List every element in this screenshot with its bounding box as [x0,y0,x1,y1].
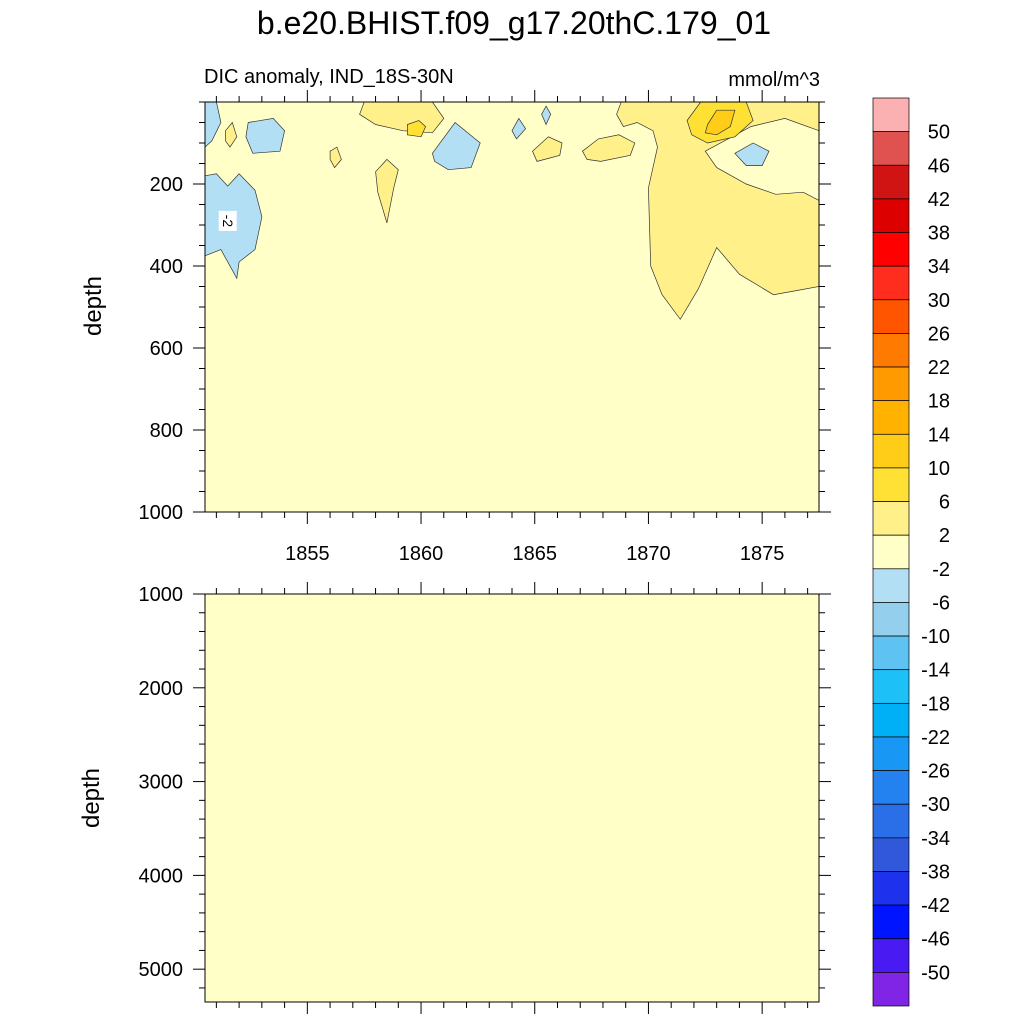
top-contour-region [582,134,636,162]
top-panel-x-axis: 1855 1860 1865 1870 1875 [215,90,809,565]
top-contour-region [375,158,399,223]
y-tick-label: 1000 [139,502,184,524]
colorbar-swatch [872,568,910,603]
colorbar-label: -18 [921,693,950,715]
colorbar-label: 26 [928,323,950,345]
y-tick-label: 4000 [139,865,184,887]
y-tick-label: 2000 [139,678,184,700]
colorbar-swatch [872,366,910,402]
colorbar-label: -26 [921,761,950,783]
y-tick-label: 200 [150,174,183,196]
colorbar-swatch [872,904,910,940]
colorbar-label: -6 [932,592,950,614]
colorbar-label: 22 [928,357,950,379]
bottom-panel: 1000 2000 3000 4000 5000 depth [78,582,831,1014]
colorbar-swatch [872,198,910,233]
colorbar-swatch [872,232,910,267]
top-panel-subtitle-right: mmol/m^3 [728,69,820,91]
colorbar-swatch [872,736,910,771]
colorbar-swatch [872,467,910,502]
colorbar-swatch [872,972,910,1007]
colorbar-label: -42 [921,895,950,917]
bottom-panel-background [205,594,819,1002]
contour-label: -2 [220,215,236,228]
contour-label-box [218,210,237,231]
top-contour-region [734,142,770,166]
bottom-panel-y-axis-label: depth [78,768,105,828]
colorbar-swatch [872,433,910,469]
top-panel-plot: -2 [204,101,820,513]
top-contour-region [541,105,552,126]
y-tick-label: 800 [150,420,183,442]
top-panel-subtitle-left: DIC anomaly, IND_18S-30N [204,66,454,88]
colorbar-label: -30 [921,794,950,816]
colorbar-swatch [872,299,910,334]
colorbar-label: -50 [921,962,950,984]
colorbar-swatch [872,669,910,704]
colorbar-swatch [872,938,910,973]
colorbar-label: 2 [939,525,950,547]
colorbar-swatch [872,333,910,368]
colorbar-swatch [872,400,910,435]
colorbar: 50 46 42 38 34 30 26 22 18 14 10 6 2 -2 -6 -10 -14 -18 -22… [872,97,950,1007]
colorbar-label: 30 [928,290,950,312]
top-panel-y-axis-label: depth [80,276,107,336]
x-tick-label: 1860 [399,543,444,565]
top-contour-region [532,136,563,162]
top-contour-region [704,109,736,136]
x-tick-label: 1855 [285,543,330,565]
y-tick-label: 400 [150,256,183,278]
y-tick-label: 600 [150,338,183,360]
colorbar-label: 42 [928,189,950,211]
top-panel: DIC anomaly, IND_18S-30N mmol/m^3 -2 200… [80,66,831,565]
y-tick-label: 3000 [139,772,184,794]
y-tick-label: 1000 [139,584,184,606]
top-contour-region [407,120,427,138]
colorbar-label: 38 [928,223,950,245]
colorbar-swatch [872,164,910,200]
colorbar-label: -22 [921,727,950,749]
colorbar-swatch [872,131,910,166]
colorbar-swatch [872,837,910,872]
top-contour-region [245,118,285,154]
bottom-panel-plot [204,593,820,1003]
x-tick-label: 1870 [626,543,671,565]
colorbar-label: -14 [921,660,950,682]
top-contour-region [329,146,342,169]
colorbar-label: -2 [932,559,950,581]
bottom-panel-x-axis [215,582,809,1014]
colorbar-swatch [872,635,910,671]
top-contour-region [511,117,527,140]
top-contour-region [225,121,238,148]
colorbar-swatch [872,501,910,536]
colorbar-swatch [872,534,910,570]
colorbar-swatch [872,602,910,637]
bottom-panel-y-axis: 1000 2000 3000 4000 5000 [139,584,831,989]
top-contour-region [432,121,481,171]
colorbar-swatch [872,97,910,132]
colorbar-label: 14 [928,424,950,446]
colorbar-swatch [872,803,910,839]
colorbar-swatch [872,702,910,738]
top-panel-y-axis: 200 400 600 800 1000 [139,101,831,524]
x-tick-label: 1865 [512,543,557,565]
colorbar-label: 18 [928,391,950,413]
colorbar-swatch [872,770,910,805]
x-tick-label: 1875 [740,543,785,565]
colorbar-label: -10 [921,626,950,648]
colorbar-label: -34 [921,828,950,850]
chart-title: b.e20.BHIST.f09_g17.20thC.179_01 [257,5,771,41]
colorbar-label: 6 [939,492,950,514]
colorbar-label: 34 [928,256,950,278]
y-tick-label: 5000 [139,959,184,981]
colorbar-swatch [872,871,910,906]
colorbar-label: 46 [928,155,950,177]
colorbar-label: -38 [921,861,950,883]
colorbar-swatch [872,265,910,301]
colorbar-label: 10 [928,458,950,480]
colorbar-label: 50 [928,122,950,144]
colorbar-label: -46 [921,929,950,951]
